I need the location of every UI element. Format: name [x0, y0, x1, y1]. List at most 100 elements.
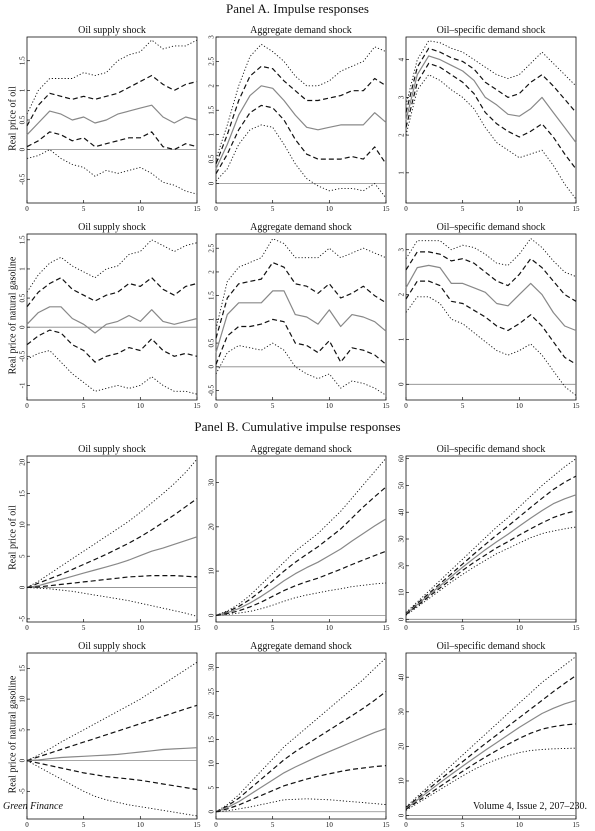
series-line-lower1 [215, 104, 387, 175]
col-title: Oil supply shock [78, 444, 146, 455]
y-tick-label: 0 [19, 585, 27, 589]
series-line-upper1 [215, 486, 387, 616]
series-line-lower2 [26, 350, 198, 395]
plot-frame [215, 652, 387, 820]
series-line-upper1 [26, 704, 198, 762]
y-tick-label: 0 [19, 325, 27, 329]
y-tick-label: 10 [398, 777, 406, 785]
x-tick-label: 10 [326, 402, 334, 410]
chart-b-oil-specific: 0 5 10 15 0 10 20 30 40 50 60 [398, 455, 580, 632]
chart-b-gas-aggregate-demand: 0 5 10 15 0 5 10 15 20 25 30 [208, 652, 390, 829]
x-tick-label: 0 [25, 402, 29, 410]
x-tick-label: 10 [516, 821, 524, 829]
x-tick-label: 0 [404, 624, 408, 632]
x-tick-label: 15 [573, 402, 581, 410]
y-tick-label: 40 [398, 508, 406, 516]
plot-frame [26, 652, 198, 820]
plot-frame [215, 36, 387, 204]
series-line-upper2 [215, 43, 387, 160]
x-tick-label: 0 [404, 821, 408, 829]
plot-frame [26, 455, 198, 623]
y-tick-label: 0 [398, 617, 406, 621]
y-tick-label: 2 [208, 84, 216, 88]
plot-frame [26, 36, 198, 204]
chart-b-gas-oil-specific: 0 5 10 15 0 10 20 30 40 [398, 652, 580, 829]
x-tick-label: 5 [461, 821, 465, 829]
series-line-upper1 [405, 675, 577, 809]
col-title: Oil–specific demand shock [436, 25, 546, 36]
y-tick-label: 10 [208, 567, 216, 575]
col-title: Oil supply shock [78, 25, 146, 36]
journal-name: Green Finance [3, 801, 63, 812]
chart-a-gas-aggregate-demand: 0 5 10 15 -0.5 0 0.5 1 1.5 2 2.5 [208, 233, 390, 410]
y-tick-label: 15 [19, 490, 27, 498]
x-tick-label: 15 [383, 402, 391, 410]
series-line-lower2 [26, 760, 198, 817]
x-tick-label: 15 [573, 624, 581, 632]
y-tick-label: 0 [208, 181, 216, 185]
x-tick-label: 15 [573, 821, 581, 829]
series-line-upper2 [215, 657, 387, 813]
y-tick-label: 2 [398, 292, 406, 296]
series-line-upper2 [405, 656, 577, 808]
col-title: Oil supply shock [78, 222, 146, 233]
chart-b-gas-oil-supply: 0 5 10 15 -5 0 5 10 15 [19, 652, 201, 829]
chart-a-aggregate-demand: 0 5 10 15 0 0.5 1 1.5 2 2.5 3 [208, 35, 390, 213]
series-line-lower1 [405, 280, 577, 365]
series-line-upper1 [215, 261, 387, 339]
series-line-upper1 [405, 251, 577, 302]
series-line-estimate [26, 747, 198, 762]
series-line-upper2 [26, 458, 198, 588]
x-tick-label: 5 [271, 402, 275, 410]
y-tick-label: 15 [19, 664, 27, 672]
y-tick-label: 0.5 [208, 338, 216, 347]
series-line-estimate [405, 699, 577, 810]
y-tick-label: 0.5 [19, 115, 27, 124]
x-tick-label: 10 [516, 624, 524, 632]
series-line-estimate [26, 536, 198, 589]
y-tick-label: 5 [208, 785, 216, 789]
y-tick-label: 0 [208, 365, 216, 369]
x-tick-label: 5 [82, 205, 86, 213]
series-line-upper1 [405, 475, 577, 614]
col-title: Oil supply shock [78, 641, 146, 652]
y-tick-label: 1.5 [208, 291, 216, 300]
series-line-lower1 [405, 723, 577, 810]
y-tick-label: 5 [19, 554, 27, 558]
x-tick-label: 0 [25, 205, 29, 213]
row-label: Real price of natural gasoline [7, 675, 19, 794]
x-tick-label: 10 [137, 402, 145, 410]
x-tick-label: 10 [137, 624, 145, 632]
series-line-lower2 [215, 342, 387, 396]
y-tick-label: 2.5 [208, 57, 216, 66]
y-tick-label: 2 [398, 133, 406, 137]
y-tick-label: -0.5 [208, 384, 216, 396]
series-line-lower1 [405, 62, 577, 170]
x-tick-label: 15 [383, 205, 391, 213]
y-tick-label: 50 [398, 481, 406, 489]
x-tick-label: 15 [194, 821, 202, 829]
panel-b-title: Panel B. Cumulative impulse responses [194, 419, 401, 434]
plot-frame [405, 36, 577, 204]
series-line-upper2 [26, 661, 198, 762]
col-title: Oil–specific demand shock [436, 641, 546, 652]
chart-a-gas-oil-supply: 0 5 10 15 -1 -0.5 0 0.5 1 1.5 [19, 233, 201, 410]
y-tick-label: 3 [398, 247, 406, 251]
y-tick-label: 2.5 [208, 243, 216, 252]
x-tick-label: 10 [326, 624, 334, 632]
x-tick-label: 0 [25, 624, 29, 632]
y-tick-label: 1 [398, 171, 406, 175]
y-tick-label: 20 [19, 458, 27, 466]
series-line-lower1 [215, 550, 387, 616]
x-tick-label: 5 [461, 205, 465, 213]
y-tick-label: -0.5 [19, 350, 27, 362]
series-line-lower2 [26, 149, 198, 195]
y-tick-label: 0 [208, 613, 216, 617]
series-line-upper2 [26, 239, 198, 293]
y-tick-label: 0 [19, 758, 27, 762]
x-tick-label: 15 [573, 205, 581, 213]
series-line-lower1 [26, 131, 198, 151]
col-title: Aggregate demand shock [250, 641, 352, 652]
row-label: Real price of natural gasoline [7, 256, 19, 375]
y-tick-label: 3 [208, 35, 216, 39]
